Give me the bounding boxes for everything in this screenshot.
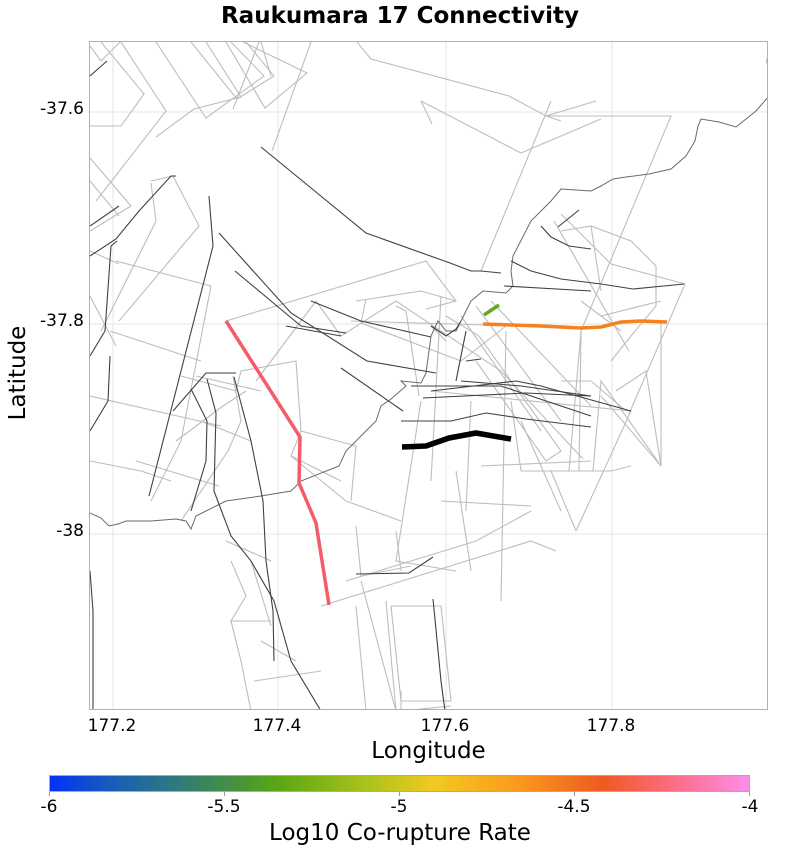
colorbar-tick-label: -4.5: [557, 797, 591, 817]
colorbar-label: Log10 Co-rupture Rate: [269, 820, 531, 846]
colorbar-tick-label: -5: [390, 797, 408, 817]
chart-title: Raukumara 17 Connectivity: [220, 3, 580, 29]
fault-traces: [90, 60, 685, 709]
colorbar-tick-label: -5.5: [207, 797, 241, 817]
colorbar-tick-label: -4: [741, 797, 759, 817]
gridlines: [90, 42, 767, 709]
x-tick-label: 177.8: [586, 716, 636, 736]
fault-map-svg: [90, 42, 767, 709]
colorbar-tick-mark: [49, 792, 50, 796]
orange-section-trace: [482, 319, 668, 330]
fault-polygons: [90, 42, 686, 709]
colorbar-tick-mark: [749, 792, 750, 796]
green-section-trace: [483, 303, 500, 317]
x-tick-label: 177.6: [420, 716, 470, 736]
y-tick-label: -37.6: [40, 99, 84, 119]
y-axis-label: Latitude: [5, 325, 31, 421]
x-tick-label: 177.4: [252, 716, 302, 736]
map-plot-area: [89, 41, 768, 710]
x-axis-label: Longitude: [371, 738, 486, 764]
highlighted-sections: [224, 303, 668, 606]
coastline: [90, 57, 767, 531]
colorbar-tick-label: -6: [40, 797, 58, 817]
colorbar-tick-mark: [399, 792, 400, 796]
colorbar-tick-mark: [224, 792, 225, 796]
y-tick-label: -38: [56, 521, 84, 541]
y-tick-label: -37.8: [40, 311, 84, 331]
colorbar: [49, 775, 750, 792]
x-tick-label: 177.2: [87, 716, 137, 736]
target-section-trace: [401, 430, 512, 450]
colorbar-tick-mark: [574, 792, 575, 796]
red-section-trace: [224, 320, 331, 606]
